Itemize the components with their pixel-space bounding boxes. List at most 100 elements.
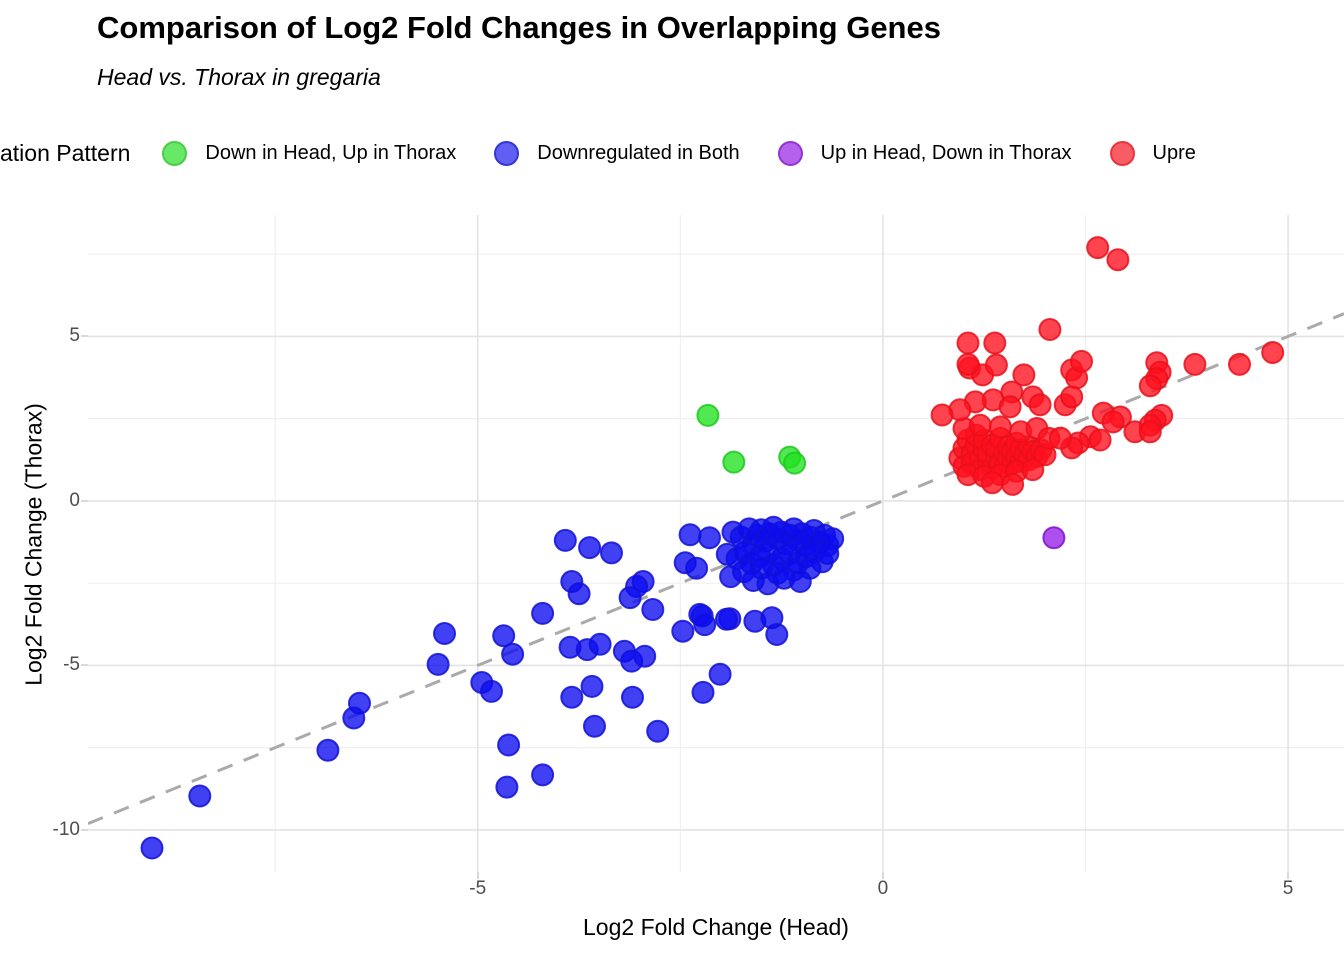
x-axis-tick-mark (1287, 872, 1290, 879)
data-point-series-3 (1012, 363, 1036, 387)
data-point-series-1 (492, 624, 516, 648)
data-point-series-1 (646, 719, 670, 743)
identity-reference-line (88, 312, 1344, 826)
legend-item-1: Downregulated in Both (494, 140, 740, 166)
data-point-series-3 (1106, 248, 1130, 272)
data-point-series-1 (678, 523, 702, 547)
x-axis-tick-label: -5 (469, 878, 487, 899)
data-point-series-3 (956, 331, 980, 355)
data-point-series-3 (983, 331, 1007, 355)
data-point-series-3 (988, 415, 1012, 439)
data-point-series-3 (930, 403, 954, 427)
y-axis-tick-mark (81, 499, 88, 502)
legend-item-label: Down in Head, Up in Thorax (205, 141, 457, 164)
data-point-series-3 (998, 395, 1022, 419)
y-axis-tick-label: -10 (52, 818, 80, 840)
x-axis-tick-mark (881, 872, 884, 879)
data-point-series-1 (578, 536, 602, 560)
data-point-series-3 (1038, 318, 1062, 341)
data-point-series-3 (1138, 374, 1162, 398)
y-axis-tick-mark (81, 335, 88, 338)
data-point-series-3 (1261, 341, 1285, 364)
legend-item-2: Up in Head, Down in Thorax (777, 140, 1072, 166)
legend-swatch-icon (494, 140, 520, 166)
data-point-series-1 (715, 607, 738, 631)
y-axis-tick-mark (81, 828, 88, 831)
data-point-series-3 (1001, 472, 1025, 496)
data-point-series-1 (560, 685, 584, 709)
data-point-series-3 (1101, 410, 1125, 434)
y-axis-tick-label: -5 (63, 654, 80, 676)
data-point-series-3 (984, 353, 1008, 377)
data-point-series-1 (693, 613, 717, 637)
data-point-series-3 (1070, 349, 1093, 373)
data-point-series-3 (968, 413, 992, 437)
data-point-series-1 (567, 582, 591, 606)
data-point-series-0 (783, 451, 807, 475)
data-point-series-1 (588, 632, 612, 656)
data-point-series-1 (531, 601, 555, 625)
y-axis-tick-mark (81, 664, 88, 667)
legend-item-0: Down in Head, Up in Thorax (162, 140, 457, 166)
data-point-series-1 (433, 622, 456, 645)
data-point-series-1 (501, 642, 525, 666)
data-point-series-0 (722, 450, 746, 474)
data-point-series-3 (956, 352, 980, 376)
data-point-series-3 (1228, 352, 1251, 376)
x-axis-tick-label: 5 (1282, 878, 1294, 899)
legend-swatch-icon (777, 140, 803, 166)
data-point-series-1 (719, 565, 743, 589)
data-point-series-1 (426, 652, 450, 676)
data-point-series-1 (316, 738, 340, 762)
data-point-series-1 (480, 679, 503, 703)
data-point-series-1 (671, 619, 695, 643)
y-axis-tick-label: 0 (69, 489, 80, 511)
legend-item-3: Upre (1109, 140, 1196, 166)
data-point-series-3 (1048, 426, 1072, 450)
x-axis-title: Log2 Fold Change (Head) (583, 914, 849, 940)
data-point-series-0 (696, 403, 720, 427)
data-point-series-1 (495, 775, 519, 799)
data-point-series-2 (1042, 526, 1066, 550)
data-point-series-1 (583, 714, 606, 738)
data-point-series-1 (342, 706, 366, 730)
data-point-series-1 (188, 784, 212, 808)
data-point-series-1 (553, 528, 577, 552)
data-point-series-1 (708, 662, 732, 686)
data-point-series-1 (698, 526, 721, 550)
data-point-series-1 (765, 623, 789, 646)
data-point-series-3 (1021, 458, 1045, 482)
legend-item-label: Upre (1152, 141, 1196, 164)
x-axis-tick-label: 0 (877, 878, 889, 899)
data-point-series-1 (140, 836, 164, 860)
legend: ation Pattern Down in Head, Up in Thorax… (0, 132, 1344, 174)
data-point-series-3 (1138, 420, 1162, 444)
data-point-series-1 (633, 644, 657, 668)
data-point-series-1 (816, 542, 840, 565)
data-point-series-3 (1088, 428, 1112, 452)
legend-item-label: Up in Head, Down in Thorax (820, 141, 1072, 164)
data-point-series-3 (1060, 385, 1084, 409)
data-point-series-3 (1086, 236, 1110, 260)
legend-swatch-icon (162, 140, 188, 166)
data-point-series-1 (685, 556, 709, 580)
data-point-series-1 (788, 570, 812, 593)
x-axis-tick-mark (476, 872, 479, 879)
data-point-series-1 (691, 680, 715, 704)
data-point-series-3 (1183, 352, 1207, 376)
data-point-series-1 (531, 763, 555, 787)
scatter-plot-canvas (88, 215, 1344, 872)
legend-title: ation Pattern (0, 139, 131, 166)
page-title: Comparison of Log2 Fold Changes in Overl… (97, 10, 941, 45)
page-subtitle: Head vs. Thorax in gregaria (97, 64, 381, 90)
data-point-series-1 (600, 541, 623, 565)
data-point-series-1 (618, 586, 642, 610)
data-point-series-1 (641, 598, 665, 621)
data-point-series-1 (580, 674, 604, 698)
data-point-series-1 (621, 685, 644, 709)
y-axis-tick-label: 5 (69, 325, 80, 347)
data-point-series-1 (497, 733, 521, 757)
data-point-series-3 (980, 471, 1004, 495)
data-point-series-3 (1028, 393, 1052, 417)
